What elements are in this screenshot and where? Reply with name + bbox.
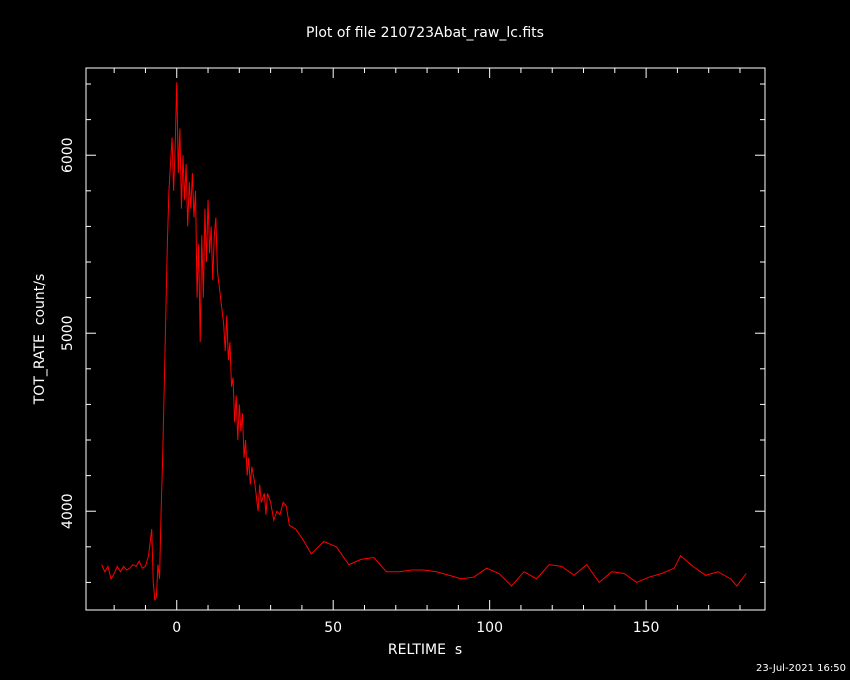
light-curve xyxy=(101,82,747,601)
plot-frame xyxy=(85,67,766,611)
x-axis-label: RELTIME s xyxy=(388,642,462,658)
x-tick-label: 0 xyxy=(172,620,181,636)
x-tick-label: 50 xyxy=(324,620,342,636)
y-tick-label: 6000 xyxy=(60,137,76,173)
y-tick-label: 4000 xyxy=(60,493,76,529)
timestamp: 23-Jul-2021 16:50 xyxy=(756,663,846,674)
x-tick-label: 100 xyxy=(476,620,503,636)
y-tick-label: 5000 xyxy=(60,315,76,351)
x-tick-label: 150 xyxy=(633,620,660,636)
chart-title: Plot of file 210723Abat_raw_lc.fits xyxy=(306,25,544,41)
y-axis-label: TOT_RATE count/s xyxy=(32,274,48,406)
